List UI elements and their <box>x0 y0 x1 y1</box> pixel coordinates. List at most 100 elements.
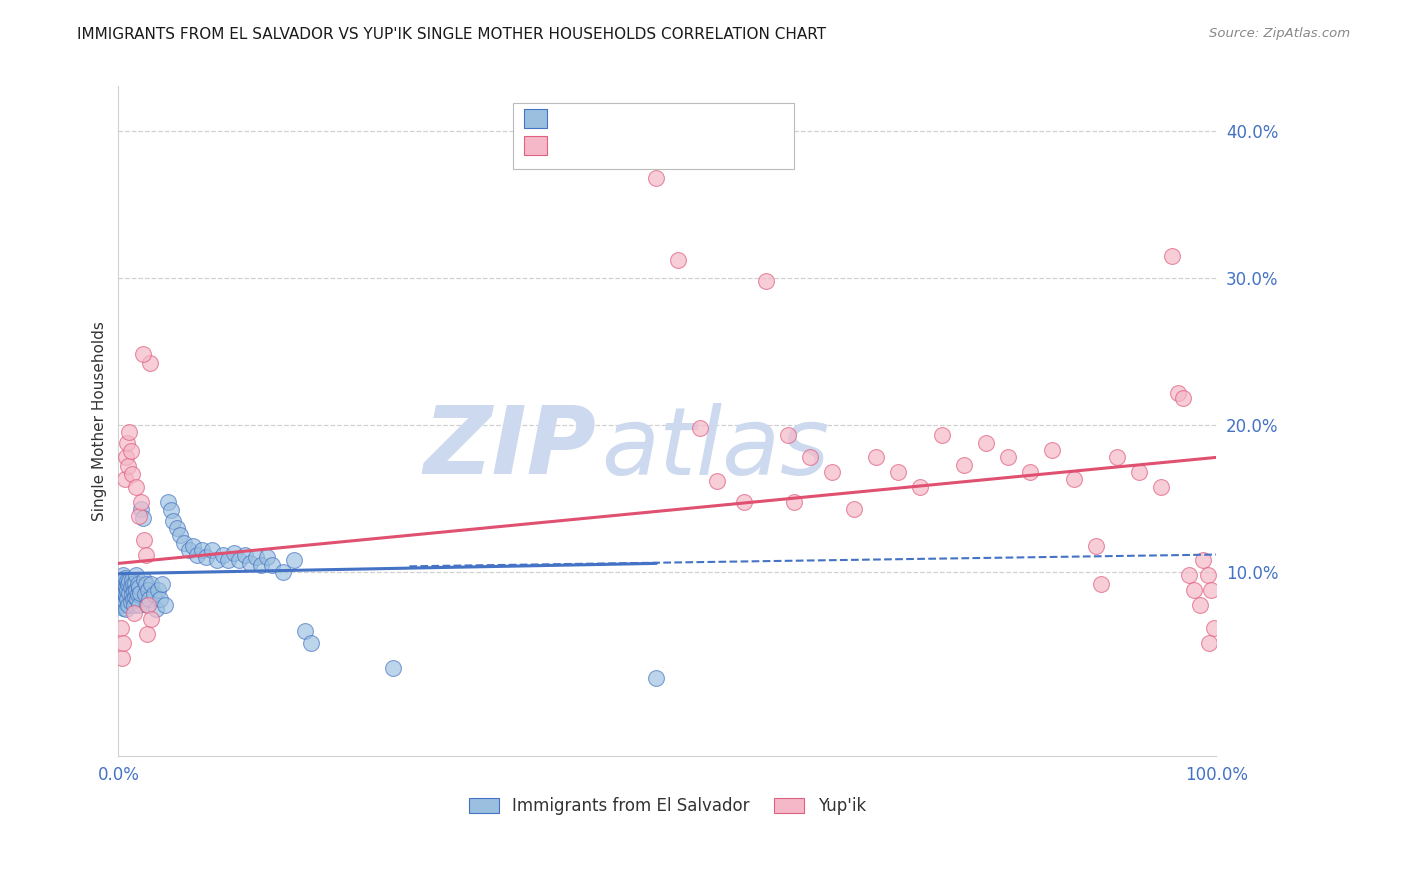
Point <box>186 548 208 562</box>
Point <box>799 450 821 465</box>
Point <box>887 465 910 479</box>
Point <box>112 582 135 597</box>
Point <box>142 587 165 601</box>
Point <box>120 580 142 594</box>
Point <box>108 591 131 606</box>
Point <box>132 533 155 547</box>
Point <box>778 428 800 442</box>
Point <box>115 435 138 450</box>
Point <box>271 566 294 580</box>
Point <box>122 598 145 612</box>
Point <box>169 528 191 542</box>
Point <box>201 543 224 558</box>
Point <box>115 580 138 594</box>
Point <box>865 450 887 465</box>
Point <box>299 636 322 650</box>
Point <box>782 494 804 508</box>
Point <box>131 494 153 508</box>
Text: ZIP: ZIP <box>423 402 596 494</box>
Point <box>138 591 160 606</box>
Point <box>131 347 153 361</box>
Point <box>111 573 134 587</box>
Point <box>131 502 153 516</box>
Point <box>1063 473 1085 487</box>
Point <box>124 591 146 605</box>
Point <box>125 480 148 494</box>
Point <box>381 661 404 675</box>
Point <box>145 602 167 616</box>
Point <box>128 580 150 594</box>
Point <box>283 553 305 567</box>
Point <box>114 595 136 609</box>
Point <box>121 591 143 606</box>
Point <box>121 467 143 481</box>
Point <box>1182 582 1205 597</box>
Point <box>111 600 134 615</box>
Point <box>127 587 149 601</box>
Point <box>1204 621 1226 635</box>
Point <box>117 598 139 612</box>
Point <box>115 450 138 465</box>
Point <box>931 428 953 442</box>
Point <box>120 444 142 458</box>
Point <box>122 607 145 621</box>
Point <box>118 425 141 440</box>
Point <box>974 435 997 450</box>
Point <box>111 589 134 603</box>
Point <box>120 595 142 609</box>
Point <box>1188 598 1211 612</box>
Point <box>211 548 233 562</box>
Point <box>153 598 176 612</box>
Point <box>112 577 135 591</box>
Point <box>131 510 153 524</box>
Point <box>128 509 150 524</box>
Point <box>1178 568 1201 582</box>
Point <box>129 586 152 600</box>
Point <box>842 502 865 516</box>
Point <box>111 650 134 665</box>
Point <box>1173 392 1195 406</box>
Point <box>121 587 143 601</box>
Point <box>136 598 159 612</box>
Point <box>160 503 183 517</box>
Point <box>181 539 204 553</box>
Point <box>111 580 134 594</box>
Point <box>1040 443 1063 458</box>
Text: Source: ZipAtlas.com: Source: ZipAtlas.com <box>1209 27 1350 40</box>
Point <box>1197 568 1219 582</box>
Point <box>645 671 668 685</box>
Point <box>1192 553 1215 567</box>
Point <box>162 514 184 528</box>
Text: atlas: atlas <box>602 402 830 493</box>
Point <box>115 591 138 606</box>
Point <box>250 558 273 572</box>
Point <box>115 582 138 597</box>
Point <box>262 558 284 572</box>
Point <box>1199 582 1222 597</box>
Point <box>117 577 139 591</box>
Point <box>1018 465 1040 479</box>
Point <box>115 602 138 616</box>
Point <box>114 586 136 600</box>
Point <box>146 582 169 597</box>
Point <box>135 548 157 562</box>
Y-axis label: Single Mother Households: Single Mother Households <box>93 321 107 521</box>
Point <box>141 612 163 626</box>
Point <box>173 535 195 549</box>
Text: IMMIGRANTS FROM EL SALVADOR VS YUP'IK SINGLE MOTHER HOUSEHOLDS CORRELATION CHART: IMMIGRANTS FROM EL SALVADOR VS YUP'IK SI… <box>77 27 827 42</box>
Point <box>110 598 132 612</box>
Point <box>195 550 218 565</box>
Point <box>136 582 159 597</box>
Point <box>115 574 138 588</box>
Point <box>122 584 145 599</box>
Point <box>1107 450 1129 465</box>
Point <box>191 543 214 558</box>
Point <box>294 624 316 639</box>
Point <box>111 595 134 609</box>
Point <box>228 553 250 567</box>
Point <box>117 459 139 474</box>
Point <box>233 548 256 562</box>
Point <box>121 577 143 591</box>
Point <box>139 356 162 370</box>
Point <box>239 557 262 571</box>
